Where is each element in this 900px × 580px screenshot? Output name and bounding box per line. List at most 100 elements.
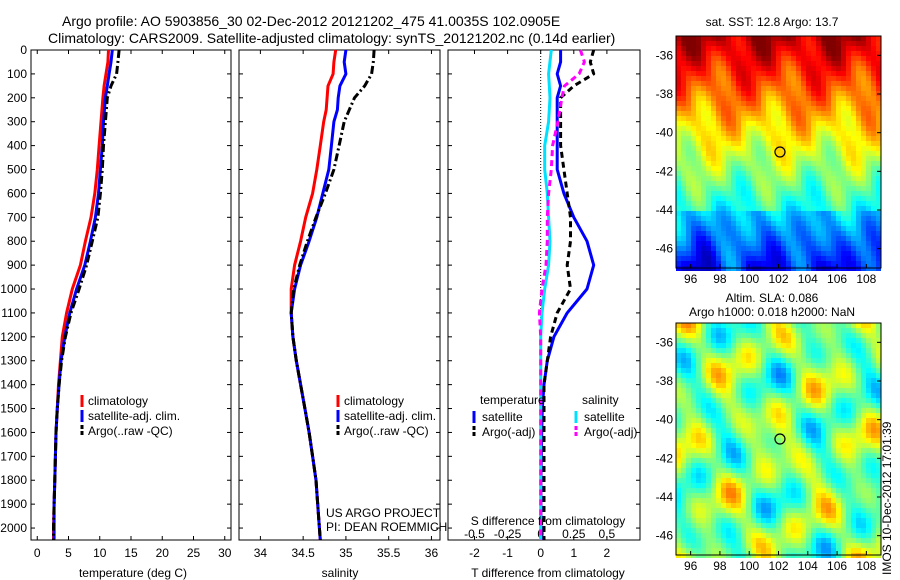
heatmap-cell bbox=[876, 151, 881, 156]
heatmap-cell bbox=[776, 513, 781, 518]
heatmap-cell bbox=[686, 403, 691, 408]
heatmap-cell bbox=[711, 388, 716, 393]
heatmap-cell bbox=[706, 368, 711, 373]
heatmap-cell bbox=[846, 71, 851, 76]
heatmap-cell bbox=[676, 256, 681, 261]
heatmap-cell bbox=[751, 226, 756, 231]
heatmap-cell bbox=[761, 261, 766, 266]
heatmap-cell bbox=[836, 363, 841, 368]
heatmap-cell bbox=[821, 458, 826, 463]
heatmap-cell bbox=[876, 141, 881, 146]
heatmap-cell bbox=[821, 96, 826, 101]
heatmap-cell bbox=[731, 383, 736, 388]
heatmap-cell bbox=[861, 343, 866, 348]
heatmap-cell bbox=[751, 71, 756, 76]
heatmap-cell bbox=[861, 443, 866, 448]
heatmap-cell bbox=[751, 36, 756, 41]
heatmap-cell bbox=[726, 368, 731, 373]
heatmap-cell bbox=[836, 126, 841, 131]
heatmap-cell bbox=[716, 71, 721, 76]
heatmap-cell bbox=[866, 111, 871, 116]
heatmap-cell bbox=[801, 236, 806, 241]
heatmap-cell bbox=[871, 181, 876, 186]
heatmap-cell bbox=[681, 256, 686, 261]
heatmap-cell bbox=[696, 211, 701, 216]
heatmap-cell bbox=[751, 261, 756, 266]
heatmap-cell bbox=[756, 493, 761, 498]
heatmap-cell bbox=[836, 443, 841, 448]
heatmap-cell bbox=[856, 71, 861, 76]
heatmap-cell bbox=[816, 518, 821, 523]
heatmap-cell bbox=[676, 191, 681, 196]
heatmap-cell bbox=[736, 96, 741, 101]
heatmap-cell bbox=[751, 156, 756, 161]
heatmap-cell bbox=[781, 418, 786, 423]
heatmap-cell bbox=[776, 191, 781, 196]
heatmap-cell bbox=[726, 483, 731, 488]
heatmap-cell bbox=[731, 433, 736, 438]
heatmap-cell bbox=[796, 513, 801, 518]
heatmap-cell bbox=[876, 256, 881, 261]
heatmap-cell bbox=[766, 543, 771, 548]
heatmap-cell bbox=[691, 66, 696, 71]
heatmap-cell bbox=[776, 378, 781, 383]
heatmap-cell bbox=[731, 226, 736, 231]
heatmap-cell bbox=[681, 328, 686, 333]
heatmap-cell bbox=[721, 136, 726, 141]
heatmap-cell bbox=[801, 488, 806, 493]
heatmap-cell bbox=[831, 136, 836, 141]
heatmap-cell bbox=[856, 231, 861, 236]
heatmap-cell bbox=[771, 216, 776, 221]
heatmap-cell bbox=[801, 333, 806, 338]
heatmap-cell bbox=[676, 141, 681, 146]
heatmap-cell bbox=[761, 383, 766, 388]
heatmap-cell bbox=[816, 478, 821, 483]
heatmap-cell bbox=[806, 211, 811, 216]
heatmap-cell bbox=[786, 488, 791, 493]
heatmap-cell bbox=[726, 493, 731, 498]
heatmap-cell bbox=[741, 508, 746, 513]
heatmap-cell bbox=[706, 36, 711, 41]
heatmap-cell bbox=[731, 413, 736, 418]
heatmap-cell bbox=[711, 131, 716, 136]
heatmap-cell bbox=[871, 81, 876, 86]
argo-location-marker bbox=[774, 146, 786, 158]
heatmap-cell bbox=[786, 383, 791, 388]
heatmap-cell bbox=[836, 403, 841, 408]
heatmap-cell bbox=[716, 36, 721, 41]
heatmap-cell bbox=[731, 261, 736, 266]
heatmap-cell bbox=[701, 513, 706, 518]
heatmap-cell bbox=[701, 333, 706, 338]
heatmap-cell bbox=[696, 448, 701, 453]
heatmap-cell bbox=[801, 418, 806, 423]
heatmap-cell bbox=[796, 488, 801, 493]
heatmap-cell bbox=[706, 498, 711, 503]
heatmap-cell bbox=[711, 96, 716, 101]
heatmap-cell bbox=[691, 398, 696, 403]
heatmap-cell bbox=[706, 353, 711, 358]
heatmap-cell bbox=[746, 256, 751, 261]
heatmap-cell bbox=[721, 398, 726, 403]
heatmap-cell bbox=[686, 353, 691, 358]
heatmap-cell bbox=[861, 221, 866, 226]
heatmap-cell bbox=[731, 116, 736, 121]
heatmap-cell bbox=[831, 111, 836, 116]
heatmap-cell bbox=[751, 76, 756, 81]
heatmap-cell bbox=[826, 323, 831, 328]
heatmap-cell bbox=[726, 343, 731, 348]
heatmap-cell bbox=[876, 261, 881, 266]
heatmap-cell bbox=[766, 106, 771, 111]
heatmap-cell bbox=[806, 71, 811, 76]
heatmap-cell bbox=[681, 116, 686, 121]
heatmap-cell bbox=[706, 201, 711, 206]
heatmap-cell bbox=[746, 151, 751, 156]
heatmap-cell bbox=[701, 171, 706, 176]
heatmap-cell bbox=[736, 448, 741, 453]
heatmap-cell bbox=[871, 383, 876, 388]
heatmap-cell bbox=[786, 191, 791, 196]
heatmap-cell bbox=[841, 216, 846, 221]
heatmap-cell bbox=[721, 328, 726, 333]
heatmap-cell bbox=[761, 428, 766, 433]
heatmap-cell bbox=[736, 498, 741, 503]
heatmap-cell bbox=[781, 438, 786, 443]
